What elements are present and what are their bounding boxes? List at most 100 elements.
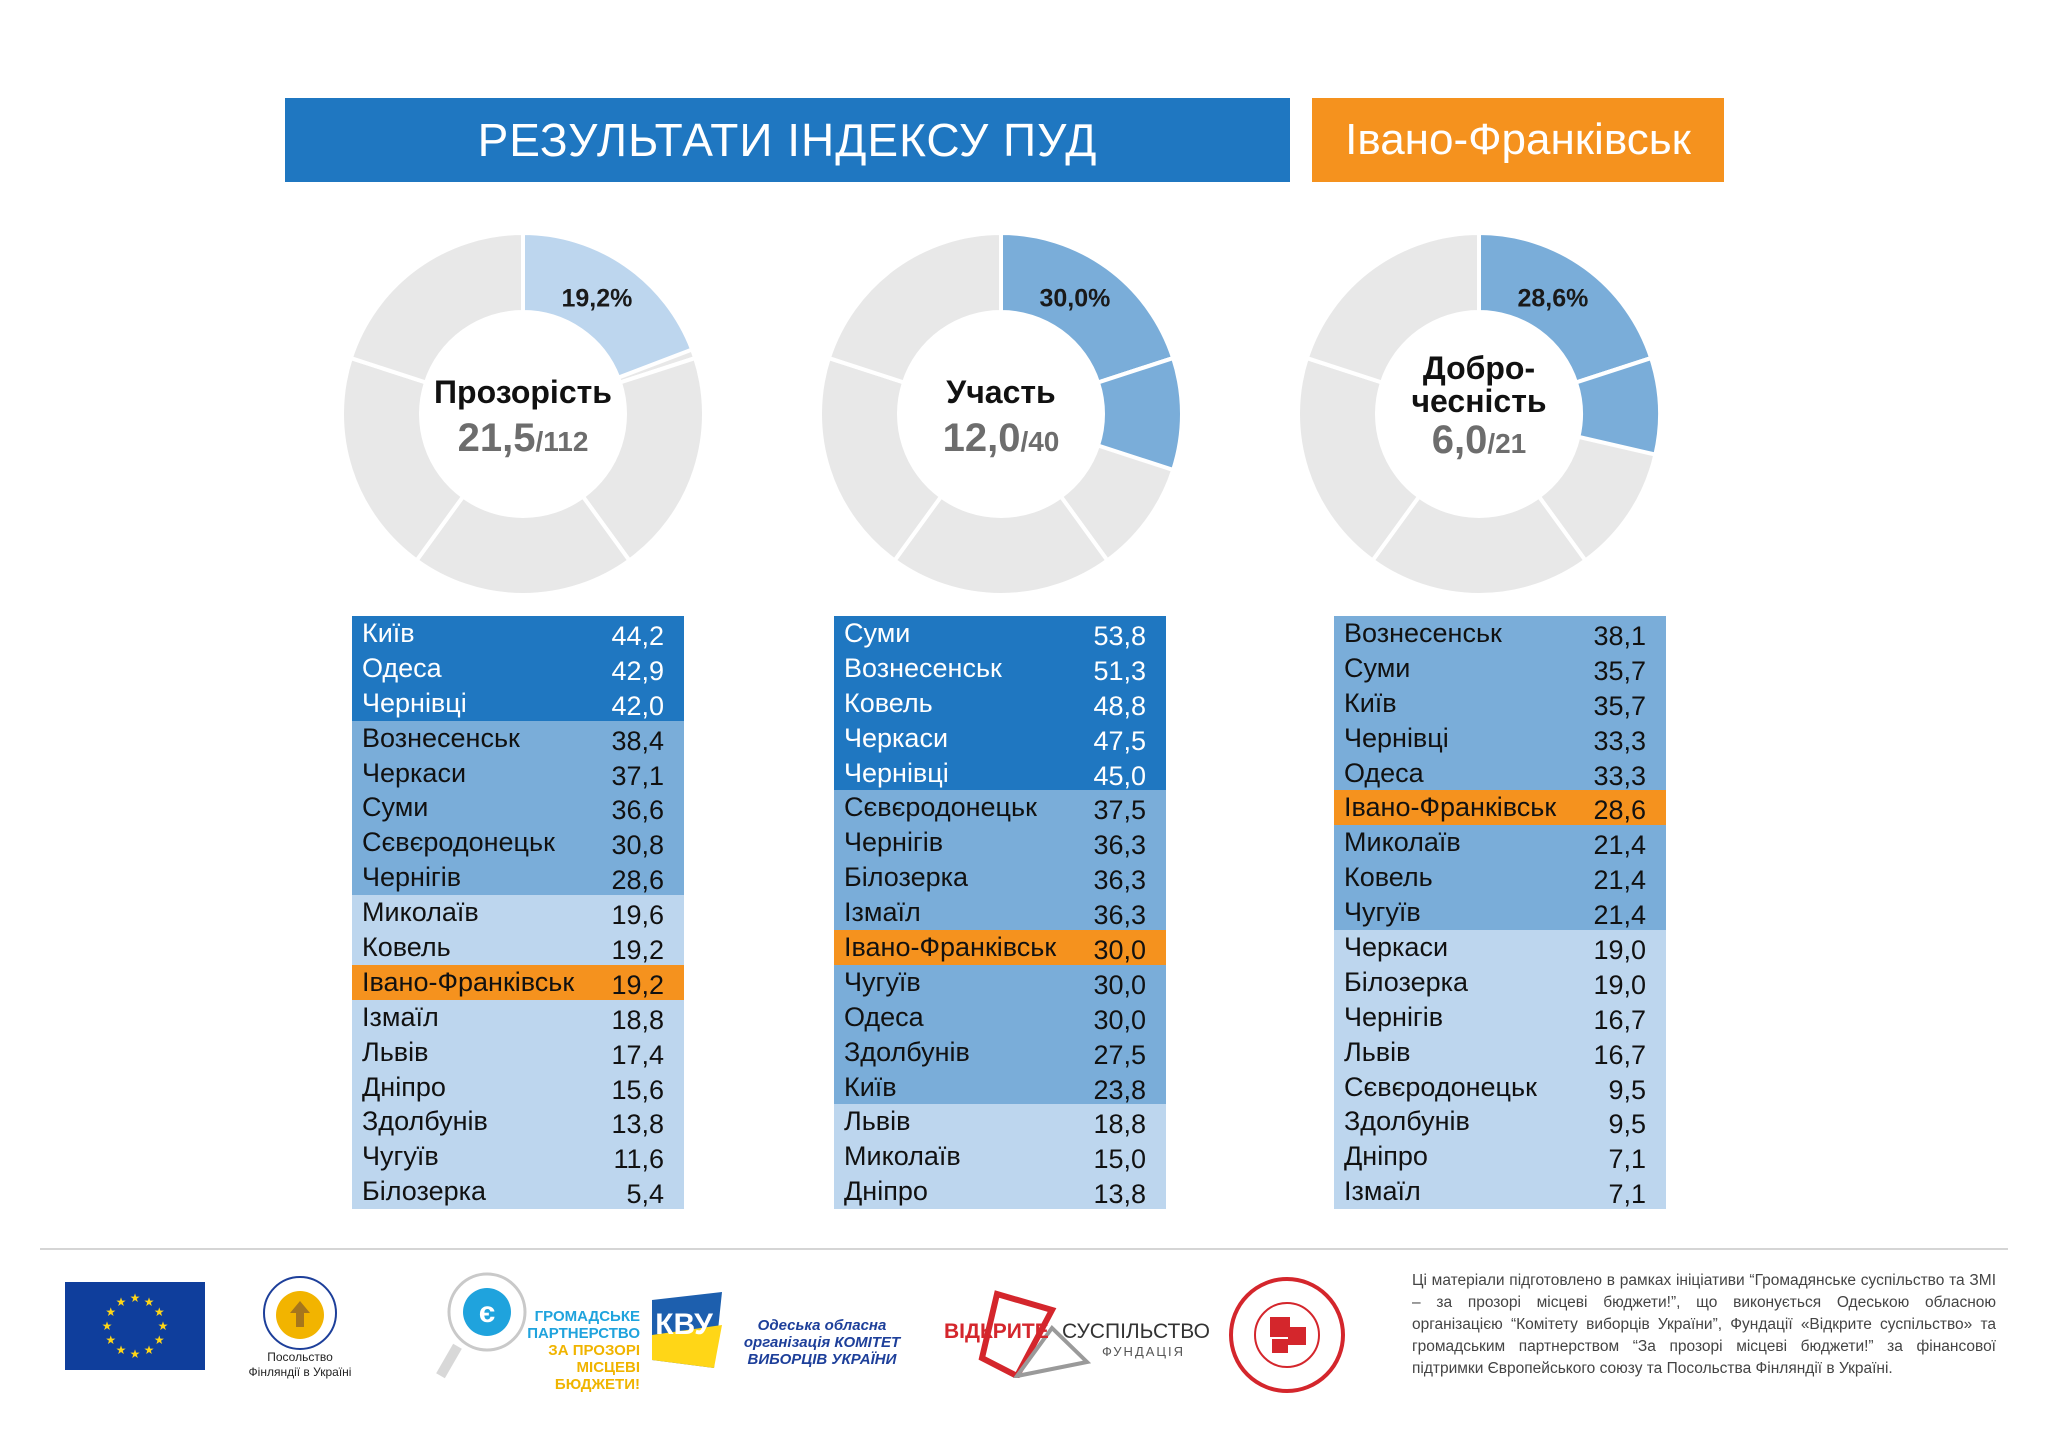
- eu-star: ★: [154, 1333, 165, 1347]
- eu-stars-icon: ★ ★★★★★★★★★★★: [102, 1291, 169, 1361]
- donut-transparency: 19,2% Прозорість 21,5/112: [340, 230, 706, 597]
- ranking-city: Ізмаїл: [362, 1001, 439, 1032]
- ranking-value: 30,0: [1093, 934, 1146, 965]
- ranking-city: Львів: [362, 1036, 429, 1067]
- ranking-row: Київ 35,7: [1334, 685, 1666, 721]
- funding-disclaimer: Ці матеріали підготовлено в рамках ініці…: [1412, 1272, 1996, 1377]
- donut-segment: [413, 493, 633, 597]
- ranking-city: Одеса: [362, 652, 442, 683]
- ranking-row: Суми 36,6: [352, 790, 684, 825]
- ranking-city: Ізмаїл: [1344, 1176, 1421, 1207]
- ranking-value: 38,1: [1593, 620, 1646, 651]
- eu-star: ★: [154, 1305, 165, 1319]
- ranking-row-highlighted: Івано-Франківськ 19,2: [352, 964, 684, 1000]
- ranking-city: Львів: [1344, 1036, 1411, 1067]
- ranking-row: Дніпро 13,8: [834, 1174, 1166, 1209]
- ranking-value: 37,5: [1093, 795, 1146, 826]
- donut-value-arc: [1573, 355, 1662, 457]
- ranking-city: Дніпро: [844, 1176, 928, 1207]
- donut-segment: [1369, 493, 1589, 597]
- ranking-city: Миколаїв: [362, 897, 479, 928]
- score-value: 21,5: [457, 416, 536, 460]
- ranking-value: 15,0: [1093, 1144, 1146, 1175]
- ranking-city: Ковель: [1344, 862, 1433, 893]
- ranking-city: Чугуїв: [362, 1141, 439, 1172]
- ranking-value: 13,8: [1093, 1179, 1146, 1210]
- donut-score: 12,0/40: [820, 416, 1182, 461]
- ranking-value: 9,5: [1608, 1109, 1646, 1140]
- cvu-logo: КВУ: [652, 1290, 917, 1370]
- donut-value-arc: [1095, 355, 1184, 473]
- ranking-city: Ізмаїл: [844, 897, 921, 928]
- cvu-text: Одеська обласна організація КОМІТЕТ ВИБО…: [743, 1317, 901, 1368]
- donut-segment: [348, 230, 525, 385]
- partnership-logo: є: [432, 1262, 632, 1380]
- ranking-city: Миколаїв: [1344, 827, 1461, 858]
- cpsa-logo: [1222, 1275, 1352, 1395]
- score-max: /112: [535, 426, 589, 457]
- eu-star: ★: [130, 1291, 141, 1305]
- ranking-city: Здолбунів: [1344, 1106, 1470, 1137]
- donut-chart-svg: 28,6%: [1296, 230, 1662, 597]
- ranking-city: Чернігів: [844, 827, 944, 858]
- ranking-row: Білозерка 36,3: [834, 860, 1166, 895]
- open-society-logo: [942, 1288, 1192, 1381]
- ranking-value: 7,1: [1608, 1179, 1646, 1210]
- eu-star: ★: [130, 1347, 141, 1361]
- open-society-word-2: СУСПІЛЬСТВО: [1062, 1320, 1210, 1343]
- ranking-value: 53,8: [1093, 620, 1146, 651]
- eu-star: ★: [144, 1343, 155, 1357]
- ranking-city: Чугуїв: [1344, 897, 1421, 928]
- ranking-city: Сєвєродонецьк: [844, 792, 1037, 823]
- ranking-value: 36,6: [611, 795, 664, 826]
- ranking-integrity: Вознесенськ 38,1 Суми 35,7 Київ 35,7 Чернівці 3…: [1334, 616, 1666, 1209]
- ranking-city: Миколаїв: [844, 1141, 961, 1172]
- ranking-city: Одеса: [1344, 757, 1424, 788]
- ranking-row: Ковель 19,2: [352, 930, 684, 965]
- ranking-row: Здолбунів 13,8: [352, 1104, 684, 1139]
- svg-text:є: є: [479, 1296, 496, 1329]
- ranking-city: Суми: [362, 792, 429, 823]
- ranking-city: Чернівці: [844, 757, 949, 788]
- ranking-city: Суми: [1344, 652, 1411, 683]
- ranking-city: Вознесенськ: [844, 652, 1002, 683]
- ranking-row: Миколаїв 21,4: [1334, 825, 1666, 860]
- ranking-value: 38,4: [611, 725, 664, 756]
- ranking-value: 28,6: [611, 865, 664, 896]
- ranking-value: 33,3: [1593, 725, 1646, 756]
- donut-chart-svg: 19,2%: [340, 230, 706, 597]
- ranking-city: Білозерка: [362, 1176, 487, 1207]
- ranking-row: Чернігів 28,6: [352, 860, 684, 895]
- ranking-row: Одеса 30,0: [834, 999, 1166, 1035]
- donut-segment: [340, 355, 466, 564]
- ranking-city: Львів: [844, 1106, 911, 1137]
- ranking-value: 19,2: [611, 934, 664, 965]
- ranking-city: Івано-Франківськ: [362, 966, 575, 997]
- eu-flag-logo: ★ ★ ★ ★ ★ ★ ★ ★ ★ ★ ★ ★: [65, 1282, 205, 1370]
- ranking-city: Ковель: [844, 687, 933, 718]
- ranking-row: Ковель 21,4: [1334, 860, 1666, 895]
- ranking-value: 28,6: [1593, 795, 1646, 826]
- score-max: /40: [1020, 426, 1060, 457]
- ranking-city: Черкаси: [1344, 931, 1449, 962]
- ranking-value: 21,4: [1593, 900, 1646, 931]
- donut-title: Добро- чесність: [1411, 350, 1547, 419]
- ranking-value: 33,3: [1593, 760, 1646, 791]
- ranking-row: Київ 23,8: [834, 1069, 1166, 1105]
- eu-star: ★: [144, 1295, 155, 1309]
- ranking-city: Дніпро: [362, 1071, 446, 1102]
- ranking-city: Здолбунів: [844, 1036, 970, 1067]
- ranking-row: Вознесенськ 38,1: [1334, 616, 1666, 651]
- donut-value-label: 28,6%: [1517, 284, 1588, 312]
- ranking-row: Сєвєродонецьк 9,5: [1334, 1069, 1666, 1105]
- ranking-value: 7,1: [1608, 1144, 1646, 1175]
- ranking-row: Миколаїв 19,6: [352, 895, 684, 930]
- ranking-value: 5,4: [626, 1179, 664, 1210]
- ranking-city: Черкаси: [362, 757, 467, 788]
- finland-caption: Посольство Фінляндії в Україні: [248, 1350, 352, 1379]
- ranking-participation: Суми 53,8 Вознесенськ 51,3 Ковель 48,8 Черкаси…: [834, 616, 1166, 1209]
- donut-segment: [1304, 230, 1481, 385]
- ranking-value: 30,8: [611, 830, 664, 861]
- ranking-row: Білозерка 5,4: [352, 1174, 684, 1209]
- ranking-value: 11,6: [613, 1144, 664, 1175]
